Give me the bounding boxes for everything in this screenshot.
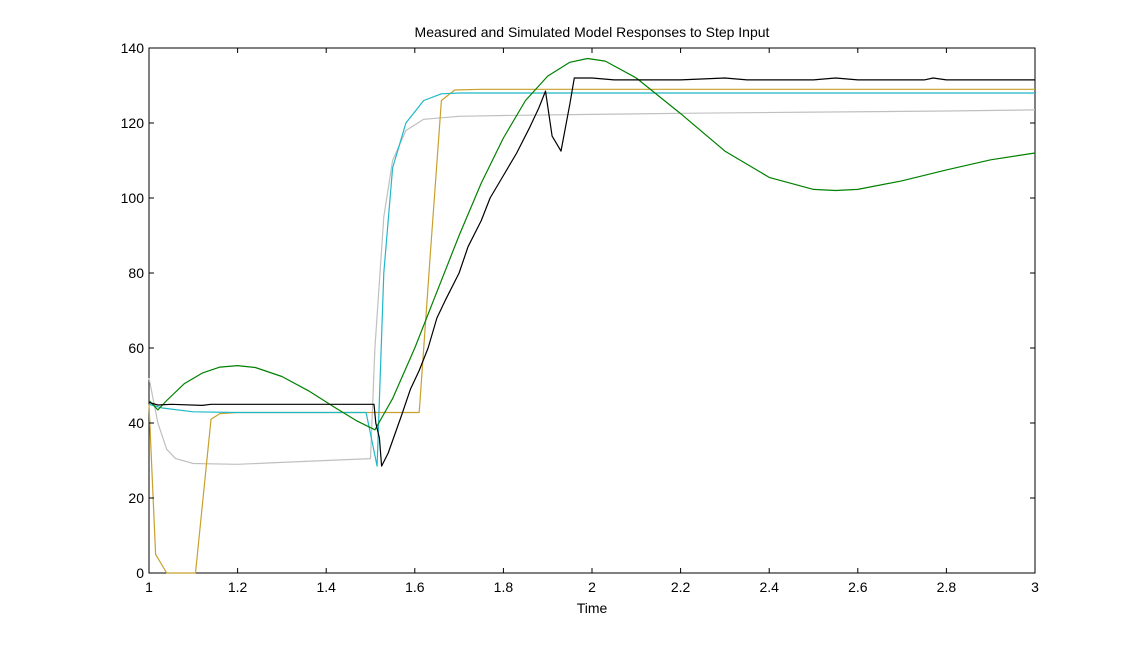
series-layer: [148, 57, 1036, 574]
chart-title: Measured and Simulated Model Responses t…: [415, 24, 770, 40]
y-tick-label: 80: [128, 265, 144, 281]
series-line-3: [148, 92, 1035, 467]
y-tick-label: 0: [136, 565, 144, 581]
x-tick-label: 2: [588, 579, 596, 595]
plot-area: [148, 47, 1036, 574]
x-tick-label: 1: [145, 579, 153, 595]
y-tick-label: 40: [128, 415, 144, 431]
x-tick-label: 3: [1031, 579, 1039, 595]
x-tick-label: 2.2: [671, 579, 691, 595]
y-tick-label: 120: [121, 115, 145, 131]
x-tick-label: 2.6: [848, 579, 868, 595]
series-line-1: [148, 109, 1036, 465]
x-tick-label: 2.4: [759, 579, 779, 595]
x-axis-label: Time: [577, 600, 608, 616]
series-line-5: [148, 77, 1035, 467]
x-tick-label: 2.8: [937, 579, 957, 595]
y-tick-label: 100: [121, 190, 145, 206]
series-line-4: [148, 57, 1036, 431]
x-tick-label: 1.2: [228, 579, 248, 595]
y-tick-label: 20: [128, 490, 144, 506]
ticks-layer: 1 1.2 1.4 1.6 1.8 2 2.2 2.4 2.6 2.8 3 0 20 40 60 80 100 1…: [121, 40, 1039, 595]
x-tick-label: 1.6: [405, 579, 425, 595]
y-tick-label: 60: [128, 340, 144, 356]
x-tick-label: 1.4: [316, 579, 336, 595]
x-tick-label: 1.8: [494, 579, 514, 595]
y-tick-label: 140: [121, 40, 145, 56]
